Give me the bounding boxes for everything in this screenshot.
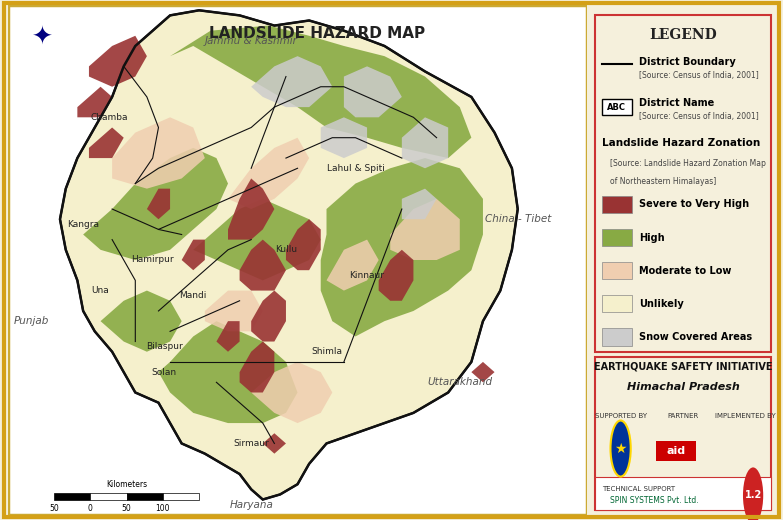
Text: LANDSLIDE HAZARD MAP: LANDSLIDE HAZARD MAP [209,25,425,41]
Bar [655,441,696,461]
Text: EARTHQUAKE SAFETY INITIATIVE: EARTHQUAKE SAFETY INITIATIVE [594,362,772,372]
Text: Chamba: Chamba [91,113,128,122]
Polygon shape [193,199,321,280]
Bar [127,493,163,500]
Polygon shape [170,25,471,158]
Text: Kinnaur: Kinnaur [349,271,384,280]
Polygon shape [158,321,298,423]
Text: PARTNER: PARTNER [668,413,698,419]
Bar [602,262,632,279]
Polygon shape [112,118,205,189]
Bar [602,295,632,313]
Circle shape [743,467,763,520]
Polygon shape [402,189,437,219]
Text: LEGEND: LEGEND [649,28,717,42]
Polygon shape [78,87,112,118]
Polygon shape [379,250,413,301]
Text: Bilaspur: Bilaspur [146,342,182,351]
Polygon shape [327,240,379,291]
Text: ★: ★ [615,441,627,456]
Text: Solan: Solan [152,368,177,376]
Text: Sirmaur: Sirmaur [233,439,269,448]
Text: Punjab: Punjab [13,316,49,326]
Text: Shimla: Shimla [311,347,342,356]
Polygon shape [228,138,309,209]
Polygon shape [286,219,321,270]
Bar [595,476,771,510]
Polygon shape [147,189,170,219]
Polygon shape [321,158,483,336]
Polygon shape [182,240,205,270]
Bar [163,493,199,500]
Text: [Source: Landslide Hazard Zonation Map: [Source: Landslide Hazard Zonation Map [609,159,766,167]
Text: 100: 100 [156,503,170,513]
Text: China - Tibet: China - Tibet [485,214,551,224]
Polygon shape [83,148,228,260]
Text: Kullu: Kullu [275,245,297,254]
Bar [602,229,632,246]
Text: District Boundary: District Boundary [639,57,736,67]
Polygon shape [240,342,274,393]
Polygon shape [402,118,448,168]
Polygon shape [240,240,286,291]
Text: District Name: District Name [639,98,714,108]
Text: Jammu & Kashmir: Jammu & Kashmir [204,36,298,46]
Text: Mandi: Mandi [179,291,207,300]
Text: Lahul & Spiti: Lahul & Spiti [327,164,384,173]
Polygon shape [228,178,274,240]
Text: [Source: Census of India, 2001]: [Source: Census of India, 2001] [639,71,759,80]
Text: Kangra: Kangra [67,220,99,229]
Text: Kilometers: Kilometers [106,480,147,489]
Bar [602,99,632,115]
Polygon shape [100,291,182,352]
Text: Hamirpur: Hamirpur [132,255,174,265]
Text: Severe to Very High: Severe to Very High [639,200,749,210]
Text: ✦: ✦ [32,25,53,49]
Bar [595,357,771,510]
Polygon shape [251,291,286,342]
Polygon shape [251,362,332,423]
Text: SUPPORTED BY: SUPPORTED BY [594,413,647,419]
Polygon shape [344,67,402,118]
Text: Una: Una [92,286,110,295]
Polygon shape [471,362,495,382]
Bar [602,328,632,346]
Text: Uttarakhand: Uttarakhand [428,378,493,387]
Polygon shape [89,36,147,87]
Text: [Source: Census of India, 2001]: [Source: Census of India, 2001] [639,112,759,121]
Text: Haryana: Haryana [229,500,273,510]
Polygon shape [205,291,263,331]
Polygon shape [263,433,286,453]
Text: of Northeastern Himalayas]: of Northeastern Himalayas] [609,176,716,186]
Text: Unlikely: Unlikely [639,299,684,309]
Text: 50: 50 [49,503,59,513]
Text: IMPLEMENTED BY: IMPLEMENTED BY [716,413,776,419]
Polygon shape [251,56,332,107]
Polygon shape [390,199,460,260]
Text: 50: 50 [121,503,132,513]
Bar [602,196,632,213]
Text: 0: 0 [88,503,93,513]
Polygon shape [60,10,518,500]
Polygon shape [89,127,124,158]
Polygon shape [321,118,367,158]
Text: TECHNICAL SUPPORT: TECHNICAL SUPPORT [602,486,675,492]
Text: Landslide Hazard Zonation: Landslide Hazard Zonation [602,138,760,148]
Text: aid: aid [666,446,685,456]
Text: Moderate to Low: Moderate to Low [639,266,731,276]
Text: Himachal Pradesh: Himachal Pradesh [627,382,739,392]
Text: ABC: ABC [608,102,626,112]
Text: 1.2: 1.2 [745,490,762,500]
Text: High: High [639,232,665,242]
Text: SPIN SYSTEMS Pvt. Ltd.: SPIN SYSTEMS Pvt. Ltd. [609,496,698,505]
Bar [54,493,90,500]
Bar [90,493,127,500]
Circle shape [611,421,631,476]
Text: Snow Covered Areas: Snow Covered Areas [639,332,752,342]
Polygon shape [216,321,240,352]
Bar [595,16,771,352]
